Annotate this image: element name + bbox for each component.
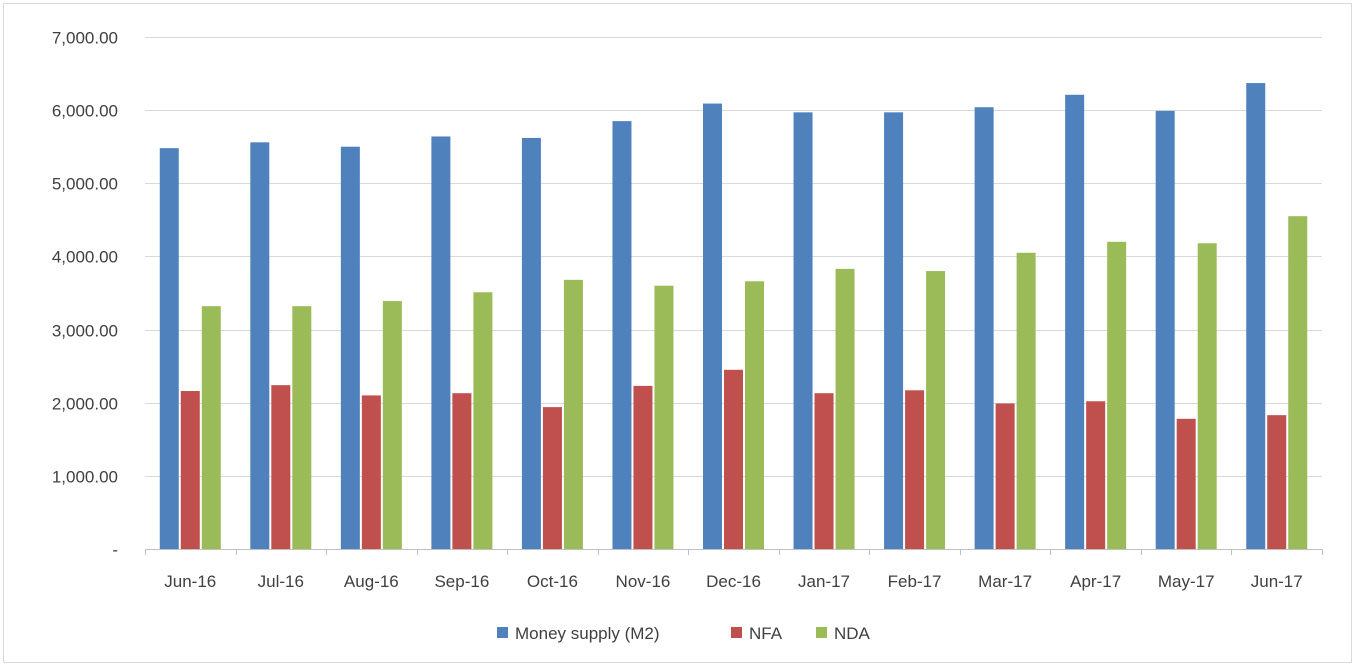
- bar-nda-nov-16: [654, 285, 674, 549]
- bar-nda-feb-17: [926, 271, 946, 549]
- bar-nda-jun-16: [201, 306, 221, 549]
- y-tick-label: 4,000.00: [52, 248, 118, 267]
- x-tick-label: Mar-17: [978, 572, 1032, 591]
- x-tick-label: May-17: [1158, 572, 1215, 591]
- y-tick-label: 7,000.00: [52, 29, 118, 48]
- x-tick-label: Oct-16: [527, 572, 578, 591]
- legend-swatch: [816, 627, 827, 638]
- bar-money-supply-m2-jul-16: [250, 142, 270, 549]
- bar-money-supply-m2-may-17: [1155, 110, 1175, 550]
- bar-nda-dec-16: [745, 281, 764, 549]
- x-tick-label: Jun-17: [1251, 572, 1303, 591]
- x-tick-label: Jul-16: [258, 572, 304, 591]
- bar-nda-aug-16: [382, 301, 402, 549]
- bar-nfa-jun-17: [1267, 415, 1287, 549]
- y-tick-label: 1,000.00: [52, 468, 118, 487]
- bar-money-supply-m2-dec-16: [703, 103, 722, 549]
- bar-money-supply-m2-aug-16: [340, 146, 360, 549]
- chart-frame: [3, 3, 1352, 663]
- bar-money-supply-m2-apr-17: [1065, 94, 1085, 549]
- bar-nfa-apr-17: [1086, 401, 1106, 549]
- bar-money-supply-m2-jun-16: [159, 148, 179, 550]
- y-tick-label: 3,000.00: [52, 322, 118, 341]
- bar-nfa-jan-17: [814, 393, 834, 549]
- bar-nda-jan-17: [835, 268, 855, 549]
- bar-nfa-jul-16: [271, 385, 291, 549]
- bar-money-supply-m2-jan-17: [793, 112, 813, 549]
- legend-swatch: [497, 627, 508, 638]
- y-tick-label: 5,000.00: [52, 175, 118, 194]
- y-tick-label: 2,000.00: [52, 395, 118, 414]
- bar-nfa-aug-16: [361, 395, 381, 549]
- bar-nfa-sep-16: [452, 393, 472, 549]
- y-tick-label: -: [112, 541, 118, 560]
- bar-nda-oct-16: [563, 279, 583, 549]
- bar-money-supply-m2-oct-16: [521, 137, 541, 550]
- bar-nda-sep-16: [473, 292, 493, 549]
- legend: Money supply (M2) NFA NDA: [497, 624, 871, 643]
- bar-nfa-mar-17: [995, 403, 1015, 549]
- y-axis: - 1,000.00 2,000.00 3,000.00 4,000.00 5,000.0…: [52, 29, 118, 560]
- bar-nda-jul-16: [292, 306, 312, 549]
- bar-nda-jun-17: [1288, 216, 1308, 549]
- y-tick-label: 6,000.00: [52, 102, 118, 121]
- x-tick-label: Sep-16: [434, 572, 489, 591]
- bar-money-supply-m2-feb-17: [884, 112, 904, 549]
- legend-label: NFA: [749, 624, 783, 643]
- bar-nfa-may-17: [1176, 418, 1196, 549]
- bar-nfa-feb-17: [905, 390, 925, 549]
- bar-nfa-oct-16: [542, 407, 562, 549]
- bar-nda-may-17: [1197, 243, 1217, 549]
- x-tick-label: Apr-17: [1070, 572, 1121, 591]
- bar-nfa-nov-16: [633, 385, 653, 549]
- x-tick-label: Feb-17: [888, 572, 942, 591]
- x-tick-label: Jun-16: [164, 572, 216, 591]
- x-tick-label: Dec-16: [706, 572, 761, 591]
- bar-money-supply-m2-jun-17: [1246, 83, 1266, 549]
- bar-nfa-dec-16: [724, 369, 743, 549]
- legend-label: NDA: [834, 624, 871, 643]
- bar-money-supply-m2-nov-16: [612, 121, 632, 549]
- bar-nfa-jun-16: [180, 391, 200, 549]
- legend-label: Money supply (M2): [515, 624, 660, 643]
- x-tick-label: Aug-16: [344, 572, 399, 591]
- legend-swatch: [731, 627, 742, 638]
- bars: [159, 83, 1308, 550]
- bar-money-supply-m2-sep-16: [431, 136, 451, 549]
- bar-nda-apr-17: [1107, 241, 1127, 550]
- x-tick-label: Jan-17: [798, 572, 850, 591]
- x-axis: Jun-16 Jul-16 Aug-16 Sep-16 Oct-16 Nov-16 Dec-…: [145, 549, 1323, 591]
- x-tick-label: Nov-16: [616, 572, 671, 591]
- bar-money-supply-m2-mar-17: [974, 107, 994, 550]
- bar-nda-mar-17: [1016, 252, 1036, 549]
